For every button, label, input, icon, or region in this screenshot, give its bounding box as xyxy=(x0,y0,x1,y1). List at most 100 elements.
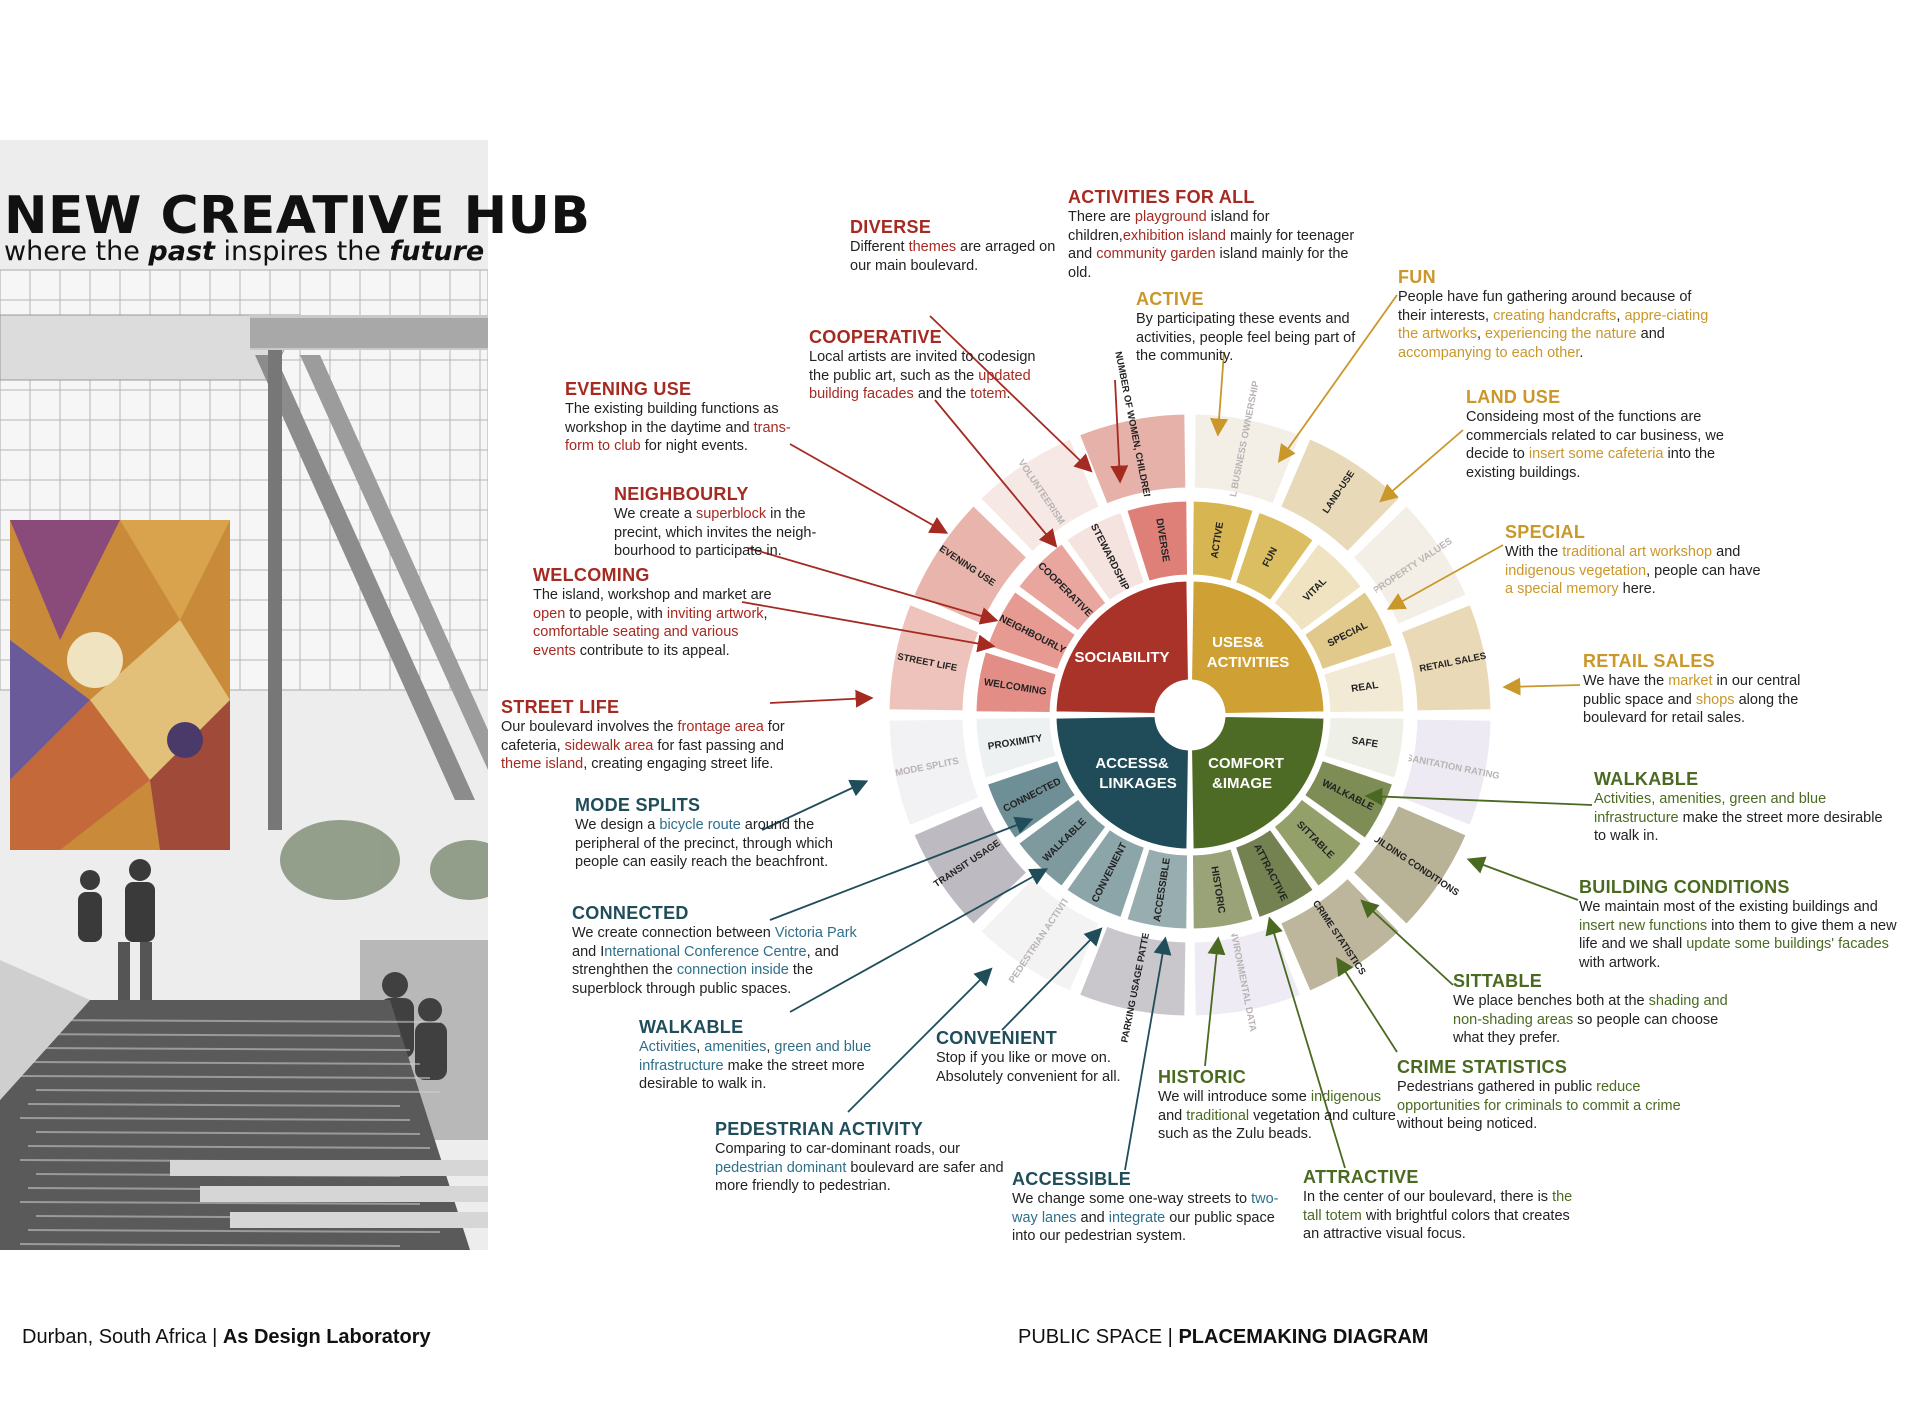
pointer-arrow xyxy=(1277,294,1398,463)
note-heading: BUILDING CONDITIONS xyxy=(1579,877,1790,897)
note-heading: SITTABLE xyxy=(1453,971,1543,991)
note-neighbourly: NEIGHBOURLY We create a superblock in the… xyxy=(614,483,844,561)
outer-segment xyxy=(977,874,1103,995)
note-body: We have the market in our central public… xyxy=(1583,673,1801,726)
note-heading: WELCOMING xyxy=(533,565,650,585)
inner-segment xyxy=(1232,826,1317,921)
outer-segment xyxy=(1076,411,1189,507)
note-active: ACTIVE By participating these events and … xyxy=(1136,288,1376,366)
note-body: Our boulevard involves the frontage area… xyxy=(501,719,785,772)
note-heading: LAND USE xyxy=(1466,387,1561,407)
pointer-arrow xyxy=(1204,936,1226,1067)
note-heading: FUN xyxy=(1398,267,1436,287)
outer-segment xyxy=(1349,502,1470,628)
note-heading: EVENING USE xyxy=(565,379,692,399)
note-accessible: ACCESSIBLE We change some one-way streets… xyxy=(1012,1168,1302,1246)
note-body: Consideing most of the functions are com… xyxy=(1466,409,1724,481)
inner-segment xyxy=(1232,509,1317,604)
note-activities-for-all: ACTIVITIES FOR ALL There are playground i… xyxy=(1068,186,1368,282)
pointer-arrow xyxy=(1110,379,1129,484)
core-label: COMFORT xyxy=(1208,755,1284,772)
outer-segment xyxy=(1349,802,1470,928)
note-heading: RETAIL SALES xyxy=(1583,651,1715,671)
note-building-conditions: BUILDING CONDITIONS We maintain most of t… xyxy=(1579,876,1909,972)
note-walkable-l: WALKABLE Activities, amenities, green and… xyxy=(639,1016,899,1094)
inner-segment xyxy=(1320,714,1407,782)
note-body: We create connection between Victoria Pa… xyxy=(572,925,857,997)
inner-segment xyxy=(1320,648,1407,716)
note-evening-use: EVENING USE The existing building functio… xyxy=(565,378,815,456)
note-heading: NEIGHBOURLY xyxy=(614,484,749,504)
note-welcoming: WELCOMING The island, workshop and market… xyxy=(533,564,773,660)
outer-segment xyxy=(1277,435,1403,556)
inner-segment xyxy=(973,648,1060,716)
note-walkable-r: WALKABLE Activities, amenities, green and… xyxy=(1594,768,1894,846)
inner-segment xyxy=(1301,588,1396,673)
mural-image xyxy=(10,520,230,850)
pointer-arrow xyxy=(789,868,1049,1013)
note-body: There are playground island for children… xyxy=(1068,209,1355,281)
inner-segment xyxy=(1123,498,1191,585)
note-mode-splits: MODE SPLITS We design a bicycle route aro… xyxy=(575,794,845,872)
note-connected: CONNECTED We create connection between Vi… xyxy=(572,902,882,998)
outer-segment xyxy=(886,716,982,829)
note-special: SPECIAL With the traditional art workshop… xyxy=(1505,521,1770,599)
pointer-arrow xyxy=(1466,856,1579,901)
inner-segment xyxy=(1123,845,1191,932)
pointer-arrow xyxy=(1265,916,1346,1169)
note-heading: SPECIAL xyxy=(1505,522,1586,542)
note-diverse: DIVERSE Different themes are arraged on o… xyxy=(850,216,1060,275)
note-heading: CRIME STATISTICS xyxy=(1397,1057,1568,1077)
note-historic: HISTORIC We will introduce some indigenou… xyxy=(1158,1066,1408,1144)
pointer-arrow xyxy=(1210,351,1229,437)
note-body: Activities, amenities, green and blue in… xyxy=(639,1039,872,1092)
inner-segment xyxy=(1301,757,1396,842)
note-convenient: CONVENIENT Stop if you like or move on. A… xyxy=(936,1027,1156,1086)
note-heading: CONVENIENT xyxy=(936,1028,1058,1048)
inner-segment xyxy=(1270,540,1365,635)
note-attractive: ATTRACTIVE In the center of our boulevard… xyxy=(1303,1166,1573,1244)
core-label: SOCIABILITY xyxy=(1074,649,1169,666)
inner-segment-label: REAL xyxy=(1351,680,1380,695)
note-body: Comparing to car-dominant roads, our ped… xyxy=(715,1141,1004,1194)
note-body: We design a bicycle route around the per… xyxy=(575,817,833,870)
note-body: The island, workshop and market are open… xyxy=(533,587,772,659)
pointer-arrow xyxy=(929,315,1093,473)
note-body: In the center of our boulevard, there is… xyxy=(1303,1189,1573,1242)
note-heading: DIVERSE xyxy=(850,217,932,237)
note-street-life: STREET LIFE Our boulevard involves the fr… xyxy=(501,696,801,774)
note-sittable: SITTABLE We place benches both at the sha… xyxy=(1453,970,1733,1048)
inner-segment-label: SAFE xyxy=(1351,735,1379,750)
note-land-use: LAND USE Consideing most of the functions… xyxy=(1466,386,1726,482)
inner-segment xyxy=(984,757,1079,842)
note-heading: MODE SPLITS xyxy=(575,795,701,815)
core-label: &IMAGE xyxy=(1212,775,1272,792)
note-body: We place benches both at the shading and… xyxy=(1453,993,1728,1046)
pointer-arrow xyxy=(1001,927,1103,1031)
core-label: ACCESS& xyxy=(1095,755,1169,772)
note-crime-statistics: CRIME STATISTICS Pedestrians gathered in … xyxy=(1397,1056,1687,1134)
note-body: We maintain most of the existing buildin… xyxy=(1579,899,1897,971)
pointer-arrow xyxy=(847,967,993,1113)
note-body: Stop if you like or move on. Absolutely … xyxy=(936,1050,1121,1085)
note-retail-sales: RETAIL SALES We have the market in our ce… xyxy=(1583,650,1823,728)
pointer-arrow xyxy=(1379,429,1464,503)
note-fun: FUN People have fun gathering around beca… xyxy=(1398,266,1710,362)
inner-segment xyxy=(973,714,1060,782)
note-body: Different themes are arraged on our main… xyxy=(850,239,1056,274)
inner-segment xyxy=(984,588,1079,673)
inner-segment xyxy=(1015,540,1110,635)
inner-segment xyxy=(1189,845,1257,932)
note-heading: HISTORIC xyxy=(1158,1067,1247,1087)
pointer-arrow xyxy=(1124,936,1172,1171)
note-body: Local artists are invited to codesign th… xyxy=(809,349,1036,402)
page-subtitle: where the past inspires the future xyxy=(4,236,485,267)
poster-illustration xyxy=(0,140,488,1250)
inner-segment xyxy=(1063,509,1148,604)
note-heading: ACTIVE xyxy=(1136,289,1204,309)
pointer-arrow xyxy=(934,399,1058,548)
footer-location: Durban, South Africa | As Design Laborat… xyxy=(22,1326,431,1348)
pointer-arrow xyxy=(789,443,949,534)
pointer-arrow xyxy=(769,816,1034,921)
